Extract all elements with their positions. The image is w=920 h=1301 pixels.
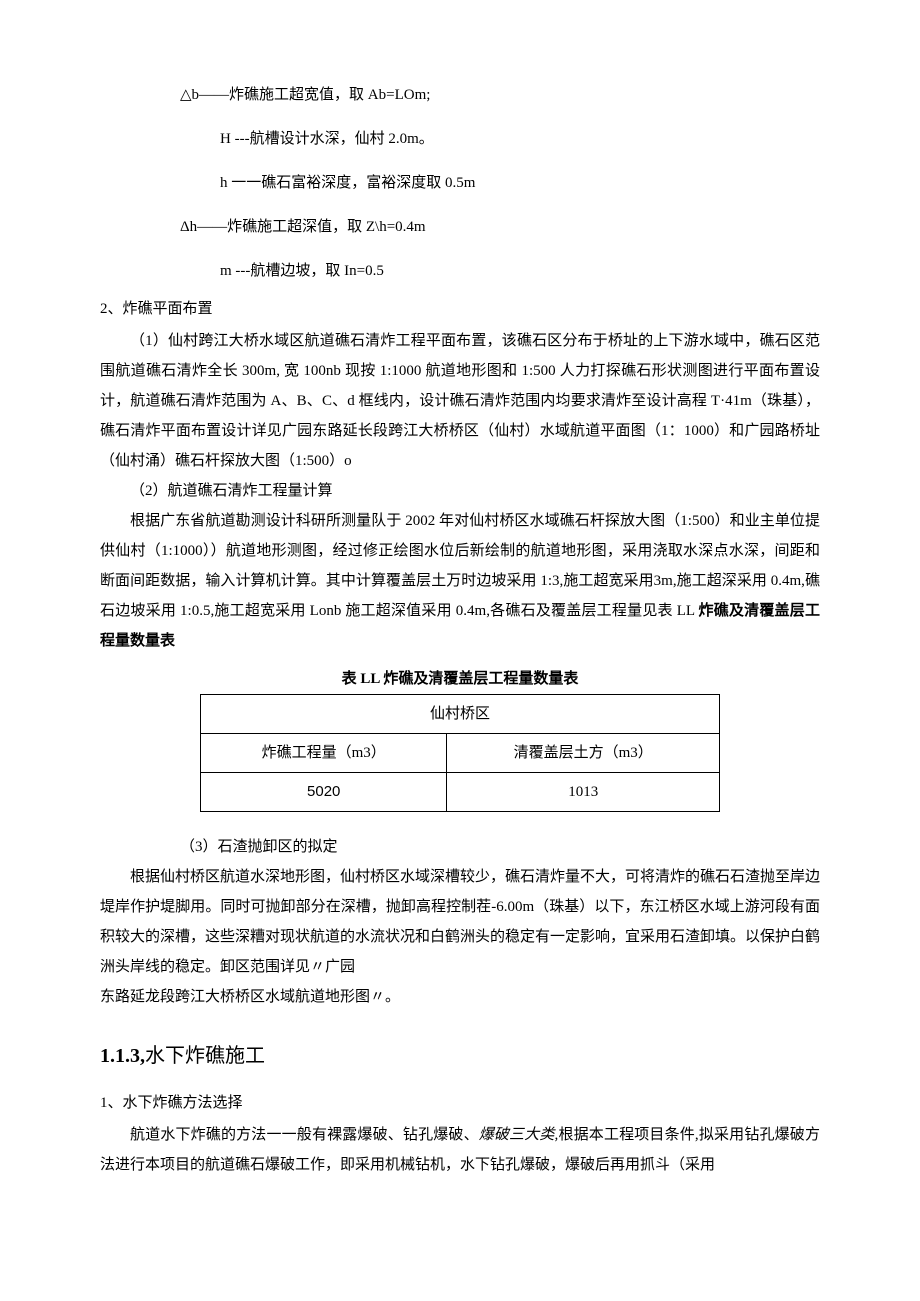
definition-line: H ---航槽设计水深，仙村 2.0m。 [100,124,820,154]
section-title: 2、炸礁平面布置 [100,294,820,324]
definition-line: Δh——炸礁施工超深值，取 Z\h=0.4m [100,212,820,242]
subsection-title: （3）石渣抛卸区的拟定 [100,832,820,862]
table-header: 仙村桥区 [201,695,720,734]
definition-line: h 一一礁石富裕深度，富裕深度取 0.5m [100,168,820,198]
paragraph-text: 航道水下炸礁的方法一一般有裸露爆破、钻孔爆破、 [130,1127,479,1143]
definition-line: m ---航槽边坡，取 In=0.5 [100,256,820,286]
table-cell: 1013 [447,773,720,812]
section-title: 1、水下炸礁方法选择 [100,1088,820,1118]
paragraph: 根据仙村桥区航道水深地形图，仙村桥区水域深槽较少，礁石清炸量不大，可将清炸的礁石… [100,862,820,982]
table-cell: 5020 [201,773,447,812]
heading-number: 1.1.3, [100,1045,145,1067]
paragraph-tail: 东路延龙段跨江大桥桥区水域航道地形图〃。 [100,982,820,1012]
quantity-table: 仙村桥区 炸礁工程量（m3） 清覆盖层土方（m3） 5020 1013 [200,694,720,812]
paragraph: （1）仙村跨江大桥水域区航道礁石清炸工程平面布置，该礁石区分布于桥址的上下游水域… [100,326,820,476]
table-col-header: 清覆盖层土方（m3） [447,734,720,773]
table-col-header: 炸礁工程量（m3） [201,734,447,773]
subsection-title: （2）航道礁石清炸工程量计算 [100,476,820,506]
definition-line: △b——炸礁施工超宽值，取 Ab=LOm; [100,80,820,110]
paragraph: 根据广东省航道勘测设计科研所测量队于 2002 年对仙村桥区水域礁石杆探放大图（… [100,506,820,656]
heading-text: 水下炸礁施工 [145,1045,265,1067]
table-title: 表 LL 炸礁及清覆盖层工程量数量表 [100,664,820,694]
paragraph-italic: 爆破三大类, [479,1127,559,1143]
paragraph: 航道水下炸礁的方法一一般有裸露爆破、钻孔爆破、爆破三大类,根据本工程项目条件,拟… [100,1120,820,1180]
section-heading: 1.1.3,水下炸礁施工 [100,1036,820,1076]
